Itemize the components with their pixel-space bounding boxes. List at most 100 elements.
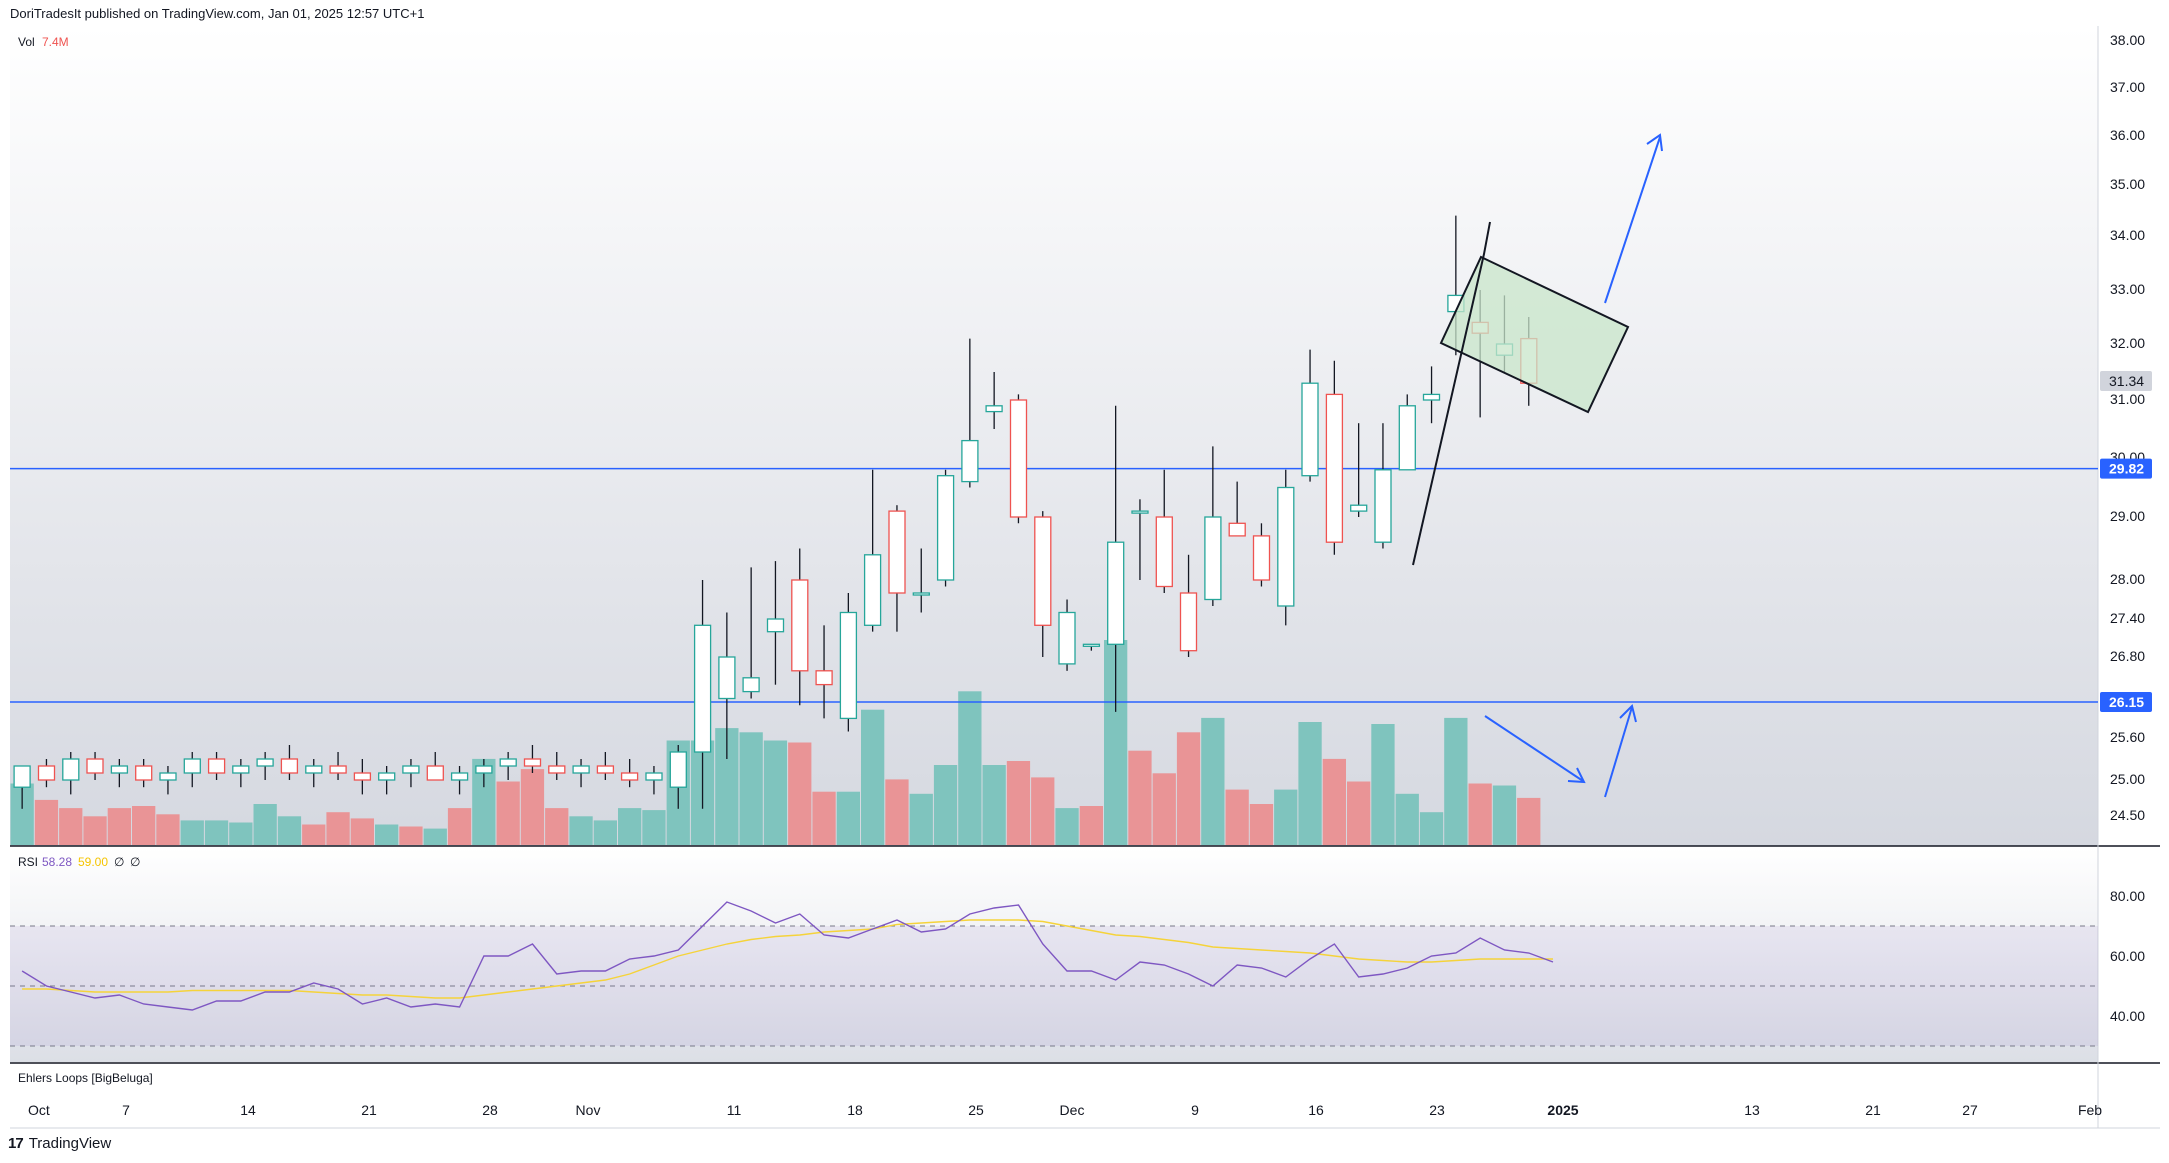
volume-bars xyxy=(10,640,1541,846)
volume-bar xyxy=(739,732,763,846)
breakout-arrow[interactable] xyxy=(1604,136,1661,304)
footer-brand[interactable]: 17 TradingView xyxy=(8,1135,111,1152)
volume-bar xyxy=(156,814,180,846)
candle-body xyxy=(1398,405,1416,471)
rsi-legend-null1: ∅ xyxy=(114,855,124,869)
volume-bar xyxy=(1274,789,1298,845)
candle-body xyxy=(1252,535,1271,581)
candle-body xyxy=(1131,510,1149,514)
volume-bar xyxy=(472,758,496,845)
rsi-ma-line xyxy=(22,919,1553,999)
candle-body xyxy=(1350,504,1368,512)
price-tick-label: 25.00 xyxy=(2110,771,2145,787)
candle-body xyxy=(1082,643,1101,647)
volume-bar xyxy=(34,799,59,845)
price-scale[interactable]: 38.00 37.00 36.00 35.00 34.00 33.00 32.00 31.00… xyxy=(2100,32,2152,823)
candle-body xyxy=(402,765,420,774)
candle-body xyxy=(305,765,323,774)
price-tick-label: 28.00 xyxy=(2110,571,2145,587)
candle-body xyxy=(815,670,833,686)
candle-body xyxy=(426,765,444,781)
volume-bar xyxy=(447,808,472,845)
candle-body xyxy=(329,765,347,774)
volume-bar xyxy=(885,779,909,845)
time-scale[interactable]: Oct 7 14 21 28 Nov 11 18 25 Dec 9 16 23 2025 13 21 27 Feb xyxy=(28,1102,2102,1118)
volume-bar xyxy=(350,818,374,846)
price-tick-label: 25.60 xyxy=(2110,729,2145,745)
volume-bar xyxy=(180,820,204,845)
volume-bar xyxy=(10,783,34,845)
time-tick-label: 9 xyxy=(1191,1102,1199,1118)
horizontal-levels[interactable] xyxy=(10,467,2098,703)
time-tick-label: 21 xyxy=(361,1102,377,1118)
candle-body xyxy=(961,439,979,483)
vol-legend-value: 7.4M xyxy=(42,35,69,49)
volume-bar xyxy=(1152,773,1176,846)
price-tick-label: 26.80 xyxy=(2110,648,2145,664)
candle-body xyxy=(1325,393,1344,543)
level-price-label: 26.15 xyxy=(2109,694,2144,710)
volume-bar xyxy=(1128,750,1152,845)
candle-body xyxy=(353,772,372,781)
breakout-arrowhead xyxy=(1646,133,1663,152)
volume-bar xyxy=(593,820,617,845)
level-price-badge xyxy=(2100,692,2152,712)
candle-body xyxy=(645,772,663,781)
volume-bar xyxy=(1225,789,1249,845)
down-arrow[interactable] xyxy=(1484,715,1584,782)
volume-bar xyxy=(812,791,836,845)
price-tick-label: 32.00 xyxy=(2110,335,2145,351)
volume-bar xyxy=(253,804,277,845)
rsi-tick-label: 40.00 xyxy=(2110,1008,2145,1024)
candle-body xyxy=(548,765,566,774)
volume-bar xyxy=(545,808,569,845)
candle-body xyxy=(1058,611,1076,665)
candle-body xyxy=(693,624,712,753)
time-tick-label: Nov xyxy=(576,1102,601,1118)
ehlers-indicator-label: Ehlers Loops [BigBeluga] xyxy=(18,1071,153,1085)
candle-body xyxy=(912,592,930,596)
volume-bar xyxy=(958,691,982,846)
time-tick-label: 27 xyxy=(1962,1102,1978,1118)
candle-body xyxy=(1179,592,1198,652)
volume-bar xyxy=(1347,781,1371,845)
rsi-legend-value: 58.28 xyxy=(42,855,72,869)
time-tick-label: 14 xyxy=(240,1102,256,1118)
volume-bar xyxy=(1322,758,1346,845)
flag-channel[interactable] xyxy=(1439,255,1630,414)
volume-bar xyxy=(1031,777,1055,846)
time-tick-label: Oct xyxy=(28,1102,50,1118)
time-tick-label: Dec xyxy=(1060,1102,1085,1118)
candle-body xyxy=(1228,522,1246,537)
candle-body xyxy=(1155,516,1173,588)
candle-body xyxy=(1277,486,1295,607)
candle-body xyxy=(1422,393,1441,401)
flagpole-line[interactable] xyxy=(1412,221,1491,566)
volume-bar xyxy=(909,793,933,846)
candle-body xyxy=(888,510,906,594)
candle-body xyxy=(135,765,153,781)
vol-legend-label: Vol xyxy=(18,35,35,49)
volume-bar xyxy=(1468,783,1492,845)
up-arrow-small[interactable] xyxy=(1604,706,1633,798)
candle-body xyxy=(572,765,590,774)
volume-bar xyxy=(1249,804,1274,845)
candle-body xyxy=(207,758,226,774)
drawings[interactable] xyxy=(1412,133,1663,798)
volume-bar xyxy=(1104,640,1128,845)
time-tick-label: 16 xyxy=(1308,1102,1324,1118)
volume-bar xyxy=(1371,724,1395,845)
rsi-tick-label: 60.00 xyxy=(2110,948,2145,964)
candle-body xyxy=(669,751,687,788)
candle-body xyxy=(1301,382,1319,477)
volume-bar xyxy=(204,820,229,845)
candle-body xyxy=(378,772,396,781)
volume-bar xyxy=(715,728,739,845)
candle-body xyxy=(936,475,955,581)
time-tick-label: 11 xyxy=(727,1102,742,1118)
volume-bar xyxy=(520,769,545,845)
volume-bar xyxy=(423,828,447,845)
time-tick-label: 28 xyxy=(482,1102,498,1118)
volume-bar xyxy=(1444,717,1468,845)
